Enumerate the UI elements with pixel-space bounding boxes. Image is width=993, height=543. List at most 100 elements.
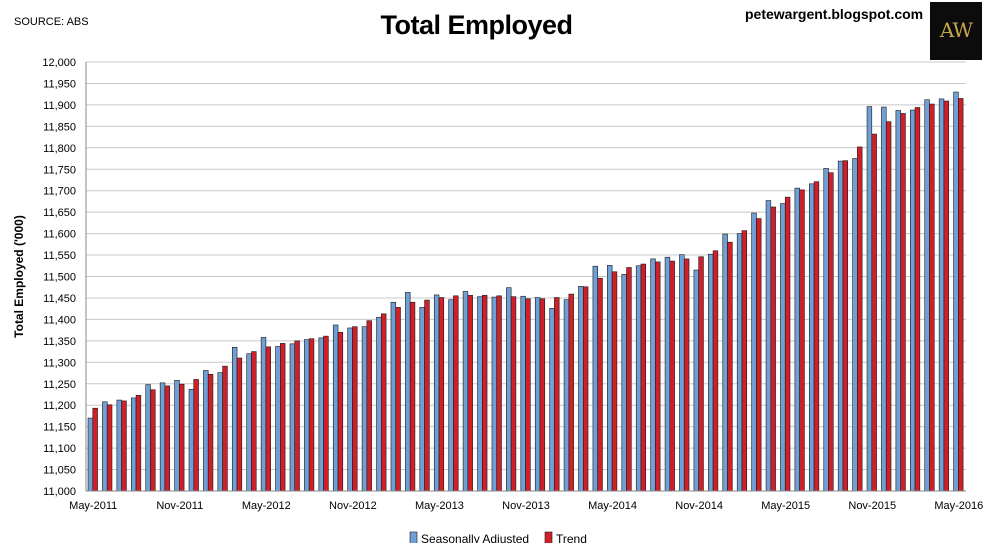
axes: 11,000 11,050 11,100 11,150 11,200 11,250 11,3… [12,57,983,512]
y-tick-label: 11,400 [43,314,76,326]
legend-label-seasonally-adjusted: Seasonally Adjusted [421,532,529,543]
bar-seasonally-adjusted [794,187,800,492]
y-tick-label: 11,700 [43,186,76,198]
bar-trend [438,297,445,492]
bar-trend [871,133,877,492]
bar-trend [857,146,863,492]
bar-trend [121,400,127,492]
y-tick-label: 11,500 [43,272,76,284]
bar-trend [885,121,892,492]
bar-trend [611,271,618,492]
y-tick-label: 11,450 [43,293,76,305]
bar-trend [741,230,748,492]
y-tick-label: 11,650 [43,207,76,219]
blog-url: petewargent.blogspot.com [745,6,924,22]
x-tick-label: May-2016 [934,500,983,512]
legend-swatch-seasonally-adjusted [409,531,418,543]
bar-seasonally-adjusted [578,286,584,492]
y-tick-label: 11,000 [43,486,76,498]
bar-trend [784,196,791,492]
y-tick-label: 11,850 [43,121,76,133]
bar-seasonally-adjusted [881,106,887,492]
bar-trend [929,103,935,492]
bar-seasonally-adjusted [751,212,757,492]
x-tick-label: Nov-2013 [502,500,550,512]
bar-seasonally-adjusted [87,417,94,492]
bar-seasonally-adjusted [664,256,671,492]
bar-trend [597,277,603,492]
x-tick-label: May-2011 [69,500,117,512]
bar-trend [712,250,719,492]
bar-trend [727,241,733,492]
bar-trend [958,98,964,492]
bar-trend [539,298,546,492]
bar-trend [251,351,257,492]
bar-trend [164,385,170,492]
bar-trend [510,296,517,492]
y-tick-label: 11,050 [43,465,76,477]
bar-trend [337,331,344,492]
bar-seasonally-adjusted [592,265,598,492]
bar-seasonally-adjusted [405,292,411,492]
legend-swatch-trend [544,531,553,543]
x-tick-label: May-2015 [761,500,810,512]
y-tick-label: 11,600 [43,229,76,241]
bar-trend [381,313,387,492]
bar-seasonally-adjusted [260,337,267,492]
bar-seasonally-adjusted [347,327,353,492]
bar-seasonally-adjusted [837,160,844,492]
y-tick-label: 11,900 [43,100,76,112]
bar-seasonally-adjusted [361,326,368,492]
bar-seasonally-adjusted [852,158,858,492]
bars [87,91,964,492]
bar-trend [294,340,300,492]
bar-trend [222,365,228,492]
y-tick-label: 11,350 [43,336,76,348]
y-tick-label: 11,200 [43,400,76,412]
bar-trend [683,258,690,492]
bar-seasonally-adjusted [924,99,930,492]
bar-trend [813,181,820,492]
bar-seasonally-adjusted [491,296,498,492]
bar-seasonally-adjusted [448,299,454,492]
bar-seasonally-adjusted [174,380,180,492]
bar-seasonally-adjusted [693,269,699,492]
bar-seasonally-adjusted [275,346,281,492]
bar-trend [323,335,329,492]
bar-trend [914,107,921,492]
bar-seasonally-adjusted [607,265,613,492]
bar-seasonally-adjusted [506,287,512,492]
source-label: SOURCE: ABS [14,16,89,28]
bar-trend [799,189,805,492]
bar-seasonally-adjusted [520,295,526,492]
bar-trend [135,395,142,492]
bar-trend [179,383,185,492]
y-tick-label: 11,950 [43,78,76,90]
bar-seasonally-adjusted [246,353,252,492]
bar-seasonally-adjusted [203,370,209,492]
bar-trend [770,206,776,492]
bar-seasonally-adjusted [953,91,959,492]
bar-trend [409,301,416,492]
legend: Seasonally Adjusted Trend [409,531,587,543]
bar-trend [568,293,574,492]
bar-trend [150,389,156,492]
x-tick-label: Nov-2011 [156,500,203,512]
aw-logo: AW [930,2,982,60]
bar-seasonally-adjusted [231,346,238,492]
y-tick-label: 12,000 [42,57,76,69]
bar-trend [582,286,589,492]
bar-trend [669,260,675,492]
bar-seasonally-adjusted [708,253,714,492]
bar-seasonally-adjusted [895,110,901,492]
bar-seasonally-adjusted [621,274,627,492]
bar-trend [366,320,372,492]
x-tick-label: Nov-2015 [848,500,896,512]
bar-seasonally-adjusted [635,265,642,492]
bar-trend [554,297,560,492]
bar-trend [193,379,199,492]
bar-seasonally-adjusted [159,382,166,492]
bar-trend [842,160,849,492]
bar-seasonally-adjusted [390,301,397,492]
y-axis-title: Total Employed ('000) [12,215,26,338]
